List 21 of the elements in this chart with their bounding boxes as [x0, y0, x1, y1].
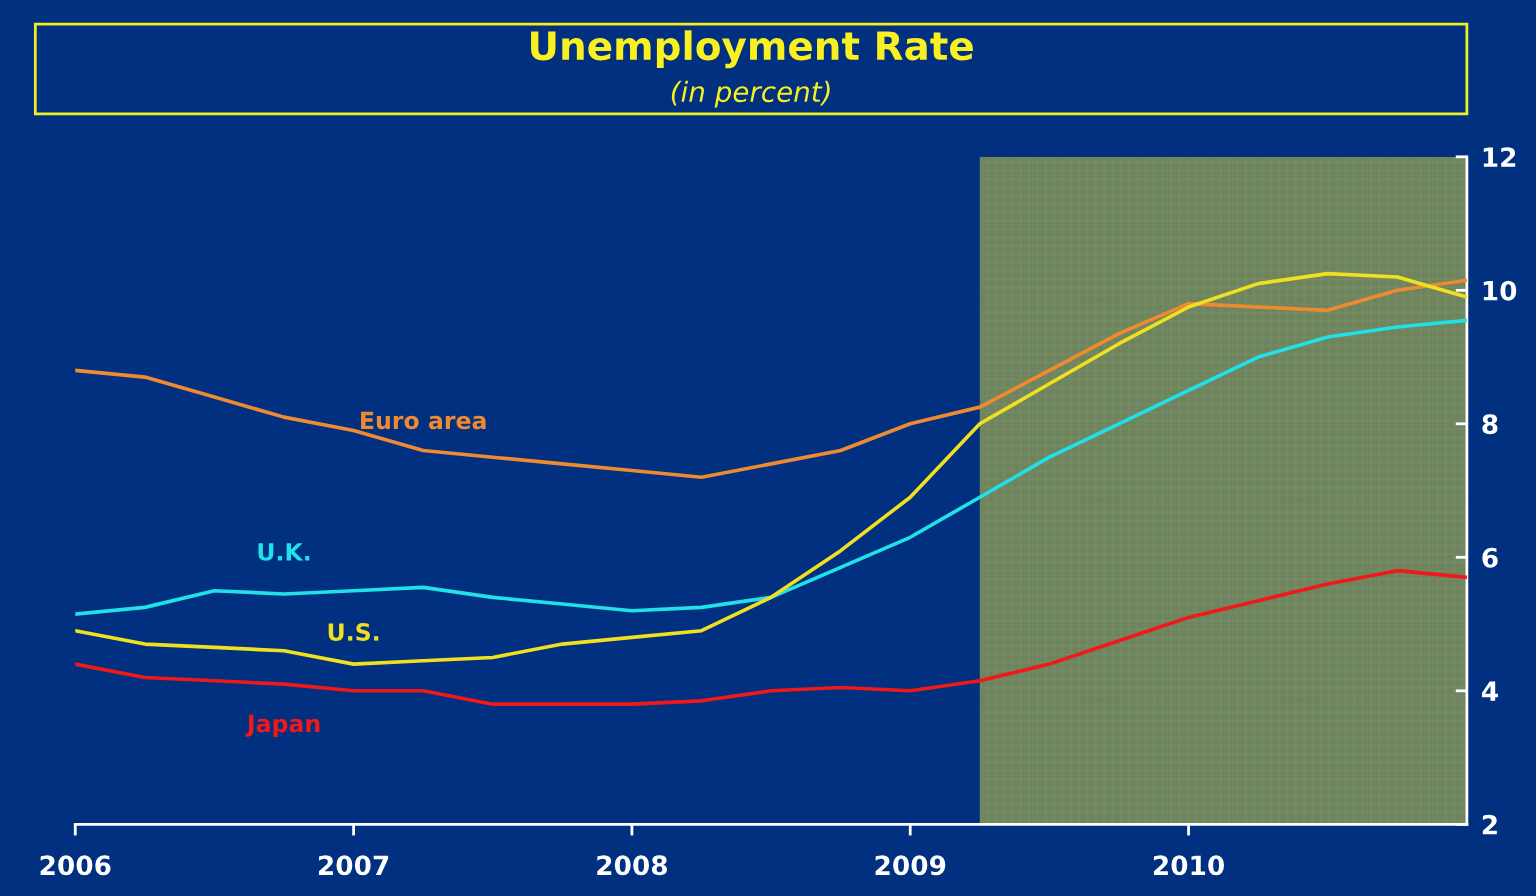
y-tick-label: 4 — [1481, 681, 1498, 701]
series-label: U.S. — [328, 623, 379, 641]
line-series — [75, 568, 1467, 706]
series-label: U.K. — [258, 543, 310, 561]
x-tick-label: 2010 — [1153, 855, 1225, 876]
y-tick-label: 6 — [1482, 547, 1498, 568]
y-tick-label: 12 — [1483, 147, 1516, 167]
line-series — [75, 318, 1467, 616]
chart-title: Unemployment Rate — [531, 30, 973, 69]
x-tick-label: 2006 — [40, 855, 111, 876]
chart-subtitle: (in percent) — [671, 80, 830, 108]
series-label: Japan — [245, 714, 320, 737]
series-label: Euro area — [361, 411, 486, 430]
y-tick-label: 10 — [1483, 280, 1517, 301]
x-tick-label: 2008 — [597, 855, 667, 876]
x-tick-label: 2009 — [875, 855, 946, 876]
line-series — [75, 278, 1467, 480]
y-tick-label: 2 — [1482, 814, 1497, 835]
line-series — [75, 271, 1467, 666]
y-tick-label: 8 — [1482, 414, 1498, 435]
x-tick-label: 2007 — [318, 855, 389, 876]
